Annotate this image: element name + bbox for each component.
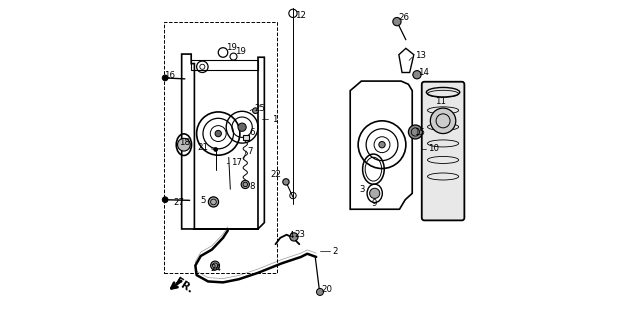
Text: 18: 18 — [179, 138, 191, 147]
Text: 25: 25 — [255, 104, 266, 113]
Circle shape — [379, 142, 385, 148]
Text: 4: 4 — [289, 231, 294, 240]
Circle shape — [215, 130, 221, 137]
Text: 12: 12 — [294, 11, 305, 20]
Text: 26: 26 — [398, 13, 409, 22]
Circle shape — [177, 138, 190, 151]
Text: 17: 17 — [231, 158, 242, 167]
Text: 24: 24 — [211, 264, 221, 273]
Text: 5: 5 — [201, 196, 206, 205]
Circle shape — [393, 17, 401, 26]
Text: 20: 20 — [321, 285, 333, 294]
Circle shape — [290, 233, 298, 241]
Circle shape — [430, 108, 456, 134]
Circle shape — [241, 180, 250, 189]
Text: 19: 19 — [235, 47, 246, 56]
Circle shape — [163, 197, 168, 203]
Circle shape — [214, 148, 218, 151]
Text: FR.: FR. — [173, 277, 195, 296]
Text: 14: 14 — [418, 68, 429, 77]
Circle shape — [238, 123, 246, 131]
Circle shape — [370, 188, 380, 198]
Text: 3: 3 — [359, 185, 365, 194]
Text: 6: 6 — [250, 128, 255, 137]
FancyBboxPatch shape — [422, 82, 465, 220]
Text: 7: 7 — [248, 147, 253, 156]
Text: 23: 23 — [294, 230, 305, 239]
Text: 13: 13 — [415, 51, 426, 60]
Text: 8: 8 — [250, 182, 255, 190]
Circle shape — [163, 75, 168, 81]
Text: 19: 19 — [226, 43, 237, 52]
Text: 15: 15 — [414, 128, 425, 137]
Circle shape — [211, 261, 220, 270]
FancyBboxPatch shape — [243, 135, 249, 140]
Text: 9: 9 — [371, 199, 377, 208]
Text: 27: 27 — [173, 198, 184, 207]
Circle shape — [413, 71, 421, 79]
Text: 10: 10 — [428, 144, 439, 153]
Circle shape — [253, 108, 259, 114]
Circle shape — [283, 179, 289, 185]
Circle shape — [408, 125, 422, 139]
Text: 2: 2 — [332, 247, 337, 256]
Text: 16: 16 — [164, 71, 175, 80]
Circle shape — [209, 197, 218, 207]
Text: 11: 11 — [435, 97, 446, 106]
Circle shape — [317, 288, 323, 295]
Text: 21: 21 — [197, 143, 208, 152]
Text: 1: 1 — [271, 115, 277, 124]
Text: 22: 22 — [270, 170, 281, 179]
